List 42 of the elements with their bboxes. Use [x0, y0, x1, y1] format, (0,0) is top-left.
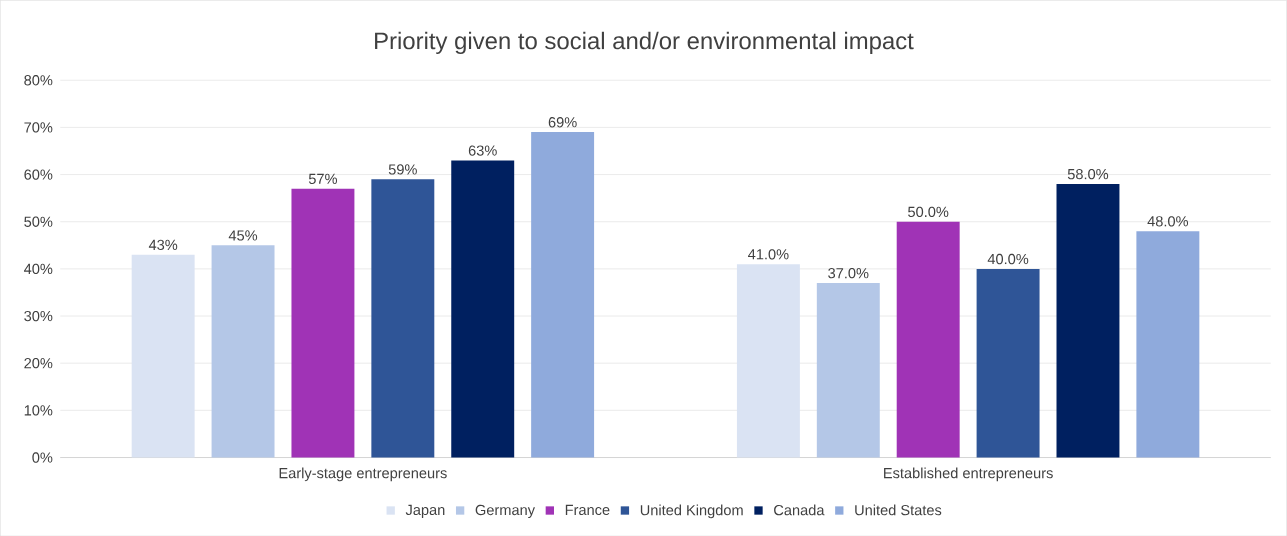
data-label: 45% — [228, 230, 258, 241]
legend-label: Germany — [475, 504, 535, 518]
bar — [976, 268, 1040, 458]
data-label: 37.0% — [828, 267, 869, 279]
y-tick-label: 80% — [24, 74, 53, 86]
data-label: 63% — [468, 145, 497, 156]
y-tick-label: 60% — [24, 169, 53, 180]
data-label: 50.0% — [908, 206, 949, 217]
bar — [371, 179, 435, 458]
legend-label: United States — [855, 504, 942, 516]
data-label: 41.0% — [748, 248, 789, 260]
bar — [1056, 183, 1120, 458]
data-label: 40.0% — [987, 253, 1029, 264]
legend-label: United Kingdom — [640, 504, 743, 518]
bar — [131, 254, 195, 458]
data-label: 48.0% — [1147, 215, 1189, 227]
legend-label: Canada — [774, 504, 825, 516]
y-tick-label: 10% — [24, 404, 53, 416]
legend-label: France — [565, 504, 610, 515]
y-tick-label: 40% — [24, 263, 53, 274]
bar — [896, 221, 960, 458]
x-tick-label: Early-stage entrepreneurs — [279, 467, 447, 481]
bar — [1136, 230, 1200, 458]
data-label: 58.0% — [1067, 168, 1109, 180]
data-label: 57% — [308, 173, 338, 184]
bar — [451, 160, 515, 458]
bar — [736, 263, 800, 458]
y-tick-label: 20% — [24, 357, 53, 369]
y-tick-label: 50% — [24, 216, 53, 227]
data-label: 69% — [548, 116, 577, 128]
data-label: 43% — [148, 239, 178, 250]
bar — [531, 131, 595, 458]
chart-title: Priority given to social and/or environmental impact — [375, 31, 914, 54]
y-tick-label: 70% — [24, 122, 53, 133]
bar — [291, 188, 355, 458]
y-tick-label: 0% — [32, 452, 53, 463]
data-label: 59% — [388, 164, 417, 175]
bar — [816, 282, 880, 458]
legend-label: Japan — [405, 504, 445, 518]
bar — [211, 245, 275, 458]
x-tick-label: Established entrepreneurs — [884, 467, 1053, 481]
y-tick-label: 30% — [24, 310, 53, 321]
